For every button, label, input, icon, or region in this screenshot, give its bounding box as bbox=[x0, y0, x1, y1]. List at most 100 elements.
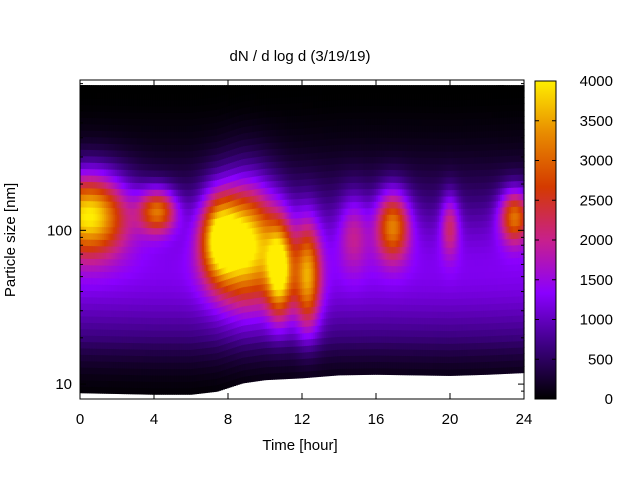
heatmap-cell bbox=[176, 355, 179, 363]
heatmap-cell bbox=[202, 206, 205, 214]
heatmap-cell bbox=[133, 220, 137, 228]
heatmap-cell bbox=[213, 148, 216, 156]
heatmap-cell bbox=[102, 271, 105, 279]
heatmap-cell bbox=[152, 131, 155, 139]
heatmap-cell bbox=[113, 303, 116, 311]
heatmap-cell bbox=[228, 329, 231, 337]
heatmap-cell bbox=[120, 252, 124, 260]
heatmap-cell bbox=[259, 194, 262, 202]
heatmap-cell bbox=[161, 234, 164, 242]
heatmap-cell bbox=[128, 278, 131, 286]
heatmap-cell bbox=[109, 149, 113, 157]
heatmap-cell bbox=[83, 303, 87, 311]
heatmap-cell bbox=[168, 137, 172, 145]
heatmap-cell bbox=[266, 264, 270, 272]
heatmap-cell bbox=[203, 129, 207, 137]
heatmap-cell bbox=[83, 187, 87, 195]
heatmap-cell bbox=[146, 387, 150, 395]
heatmap-cell bbox=[213, 346, 216, 354]
heatmap-cell bbox=[174, 342, 177, 350]
heatmap-cell bbox=[187, 227, 190, 235]
heatmap-cell bbox=[115, 105, 118, 113]
heatmap-cell bbox=[248, 234, 251, 242]
heatmap-cell bbox=[91, 322, 94, 330]
heatmap-cell bbox=[250, 86, 253, 94]
heatmap-cell bbox=[203, 161, 207, 169]
heatmap-cell bbox=[255, 86, 259, 94]
heatmap-cell bbox=[166, 214, 170, 222]
heatmap-cell bbox=[142, 144, 146, 152]
heatmap-cell bbox=[252, 208, 255, 216]
heatmap-cell bbox=[196, 92, 199, 100]
heatmap-cell bbox=[203, 328, 207, 336]
heatmap-cell bbox=[159, 298, 162, 306]
heatmap-cell bbox=[259, 348, 262, 356]
heatmap-cell bbox=[154, 93, 157, 101]
heatmap-cell bbox=[124, 143, 127, 151]
heatmap-cell bbox=[165, 163, 168, 171]
heatmap-cell bbox=[170, 278, 174, 286]
heatmap-cell bbox=[207, 347, 211, 355]
heatmap-cell bbox=[239, 370, 242, 378]
heatmap-cell bbox=[222, 248, 225, 256]
heatmap-cell bbox=[137, 163, 140, 171]
heatmap-cell bbox=[202, 238, 205, 246]
heatmap-cell bbox=[224, 337, 227, 345]
heatmap-cell bbox=[170, 182, 174, 190]
heatmap-cell bbox=[152, 278, 155, 286]
heatmap-cell bbox=[244, 286, 248, 294]
heatmap-cell bbox=[159, 330, 162, 338]
heatmap-cell bbox=[183, 253, 187, 261]
heatmap-cell bbox=[218, 319, 222, 327]
heatmap-cell bbox=[255, 335, 259, 343]
heatmap-cell bbox=[216, 249, 220, 257]
heatmap-cell bbox=[239, 217, 242, 225]
heatmap-cell bbox=[94, 322, 98, 330]
heatmap-cell bbox=[150, 298, 153, 306]
heatmap-cell bbox=[139, 284, 142, 292]
heatmap-cell bbox=[207, 85, 211, 92]
heatmap-cell bbox=[104, 322, 107, 330]
heatmap-cell bbox=[104, 329, 107, 337]
heatmap-cell bbox=[220, 274, 224, 282]
heatmap-cell bbox=[205, 315, 209, 323]
heatmap-cell bbox=[92, 264, 96, 272]
heatmap-cell bbox=[207, 328, 211, 336]
heatmap-cell bbox=[139, 85, 142, 87]
heatmap-cell bbox=[255, 310, 259, 318]
heatmap-cell bbox=[268, 296, 272, 304]
heatmap-cell bbox=[252, 349, 255, 357]
heatmap-cell bbox=[105, 194, 109, 202]
heatmap-cell bbox=[165, 144, 168, 152]
heatmap-cell bbox=[191, 137, 194, 145]
heatmap-cell bbox=[248, 221, 251, 229]
heatmap-cell bbox=[111, 329, 114, 337]
heatmap-cell bbox=[131, 265, 135, 273]
heatmap-cell bbox=[228, 182, 231, 190]
heatmap-cell bbox=[211, 148, 214, 156]
heatmap-cell bbox=[129, 297, 133, 305]
heatmap-cell bbox=[213, 378, 216, 386]
heatmap-cell bbox=[178, 125, 181, 133]
heatmap-cell bbox=[178, 157, 181, 165]
heatmap-cell bbox=[237, 377, 240, 385]
heatmap-cell bbox=[104, 361, 107, 369]
heatmap-cell bbox=[198, 252, 201, 260]
heatmap-cell bbox=[148, 304, 151, 312]
heatmap-cell bbox=[139, 169, 142, 177]
heatmap-cell bbox=[226, 176, 229, 184]
heatmap-cell bbox=[94, 271, 98, 279]
heatmap-cell bbox=[176, 336, 179, 344]
heatmap-cell bbox=[198, 297, 201, 305]
heatmap-cell bbox=[89, 367, 92, 375]
heatmap-cell bbox=[181, 157, 185, 165]
heatmap-cell bbox=[240, 133, 244, 141]
heatmap-cell bbox=[250, 144, 253, 152]
heatmap-cell bbox=[237, 275, 240, 283]
heatmap-cell bbox=[165, 272, 168, 280]
heatmap-cell bbox=[215, 231, 218, 239]
heatmap-cell bbox=[131, 387, 135, 395]
heatmap-cell bbox=[120, 303, 124, 311]
heatmap-cell bbox=[157, 285, 161, 293]
heatmap-cell bbox=[152, 291, 155, 299]
